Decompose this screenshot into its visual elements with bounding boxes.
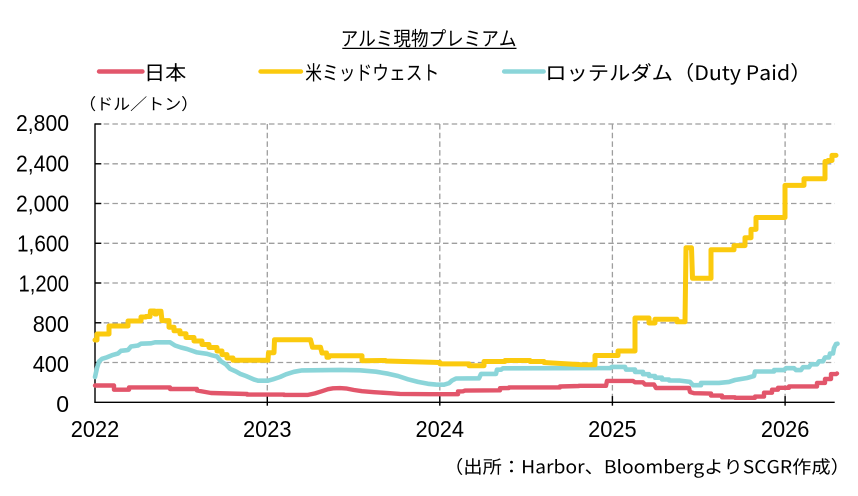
svg-text:2022: 2022 — [71, 416, 120, 442]
svg-text:1,600: 1,600 — [17, 231, 69, 257]
svg-text:2,800: 2,800 — [16, 110, 69, 136]
svg-text:2026: 2026 — [761, 416, 810, 442]
svg-text:400: 400 — [33, 351, 69, 377]
svg-text:2025: 2025 — [588, 416, 637, 442]
svg-text:2023: 2023 — [243, 416, 292, 442]
svg-text:1,200: 1,200 — [19, 271, 70, 297]
svg-text:2,400: 2,400 — [16, 150, 69, 176]
svg-text:2024: 2024 — [416, 416, 465, 442]
svg-text:800: 800 — [33, 311, 69, 337]
svg-text:0: 0 — [56, 391, 69, 417]
svg-text:2,000: 2,000 — [16, 190, 69, 216]
